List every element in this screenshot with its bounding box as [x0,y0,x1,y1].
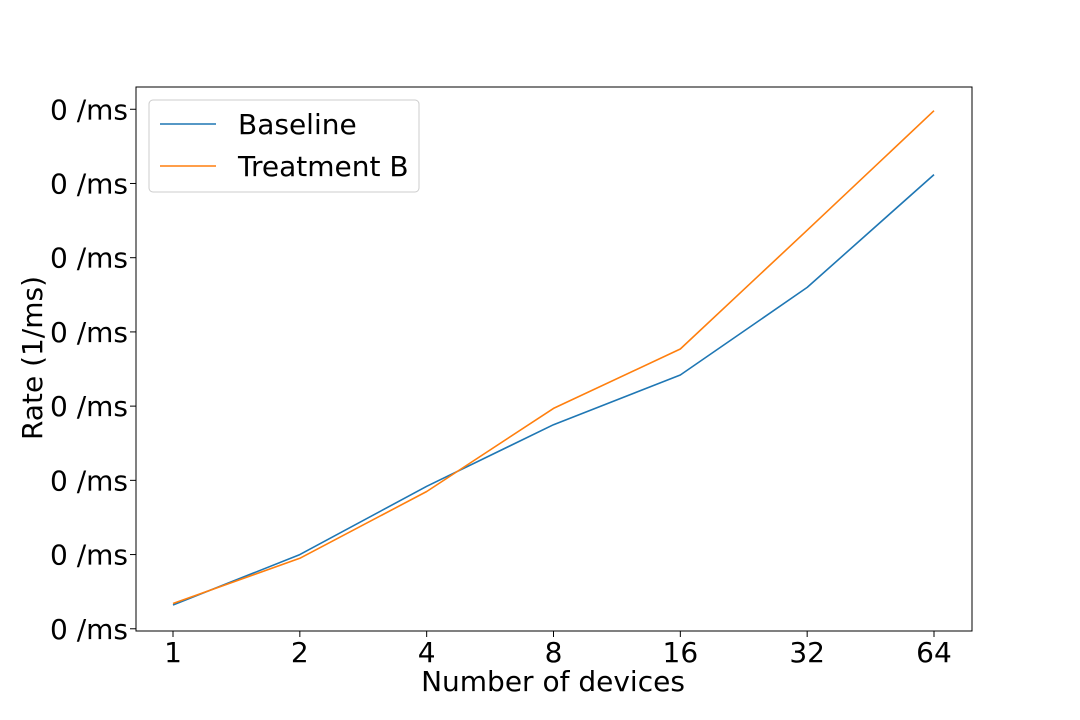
x-axis-title: Number of devices [421,665,685,698]
legend: Baseline Treatment B [148,99,420,193]
y-tick-label: 0 /ms [50,93,128,126]
legend-label: Baseline [238,108,357,141]
y-tick-label: 0 /ms [50,316,128,349]
legend-box [148,99,420,193]
y-axis: 0 /ms 0 /ms 0 /ms 0 /ms 0 /ms 0 /ms 0 /ms 0 /ms [50,93,136,646]
x-tick-label: 32 [789,636,825,669]
series-line-treatment-b [172,110,935,605]
x-tick-label: 4 [418,636,436,669]
series-lines [172,110,935,606]
y-tick-label: 0 /ms [50,464,128,497]
y-tick-label: 0 /ms [50,167,128,200]
x-tick-label: 1 [164,636,182,669]
x-axis: 1 2 4 8 16 32 64 [164,631,952,669]
y-axis-title: Rate (1/ms) [16,276,49,440]
x-tick-label: 16 [663,636,699,669]
x-tick-label: 64 [916,636,952,669]
x-tick-label: 8 [545,636,563,669]
y-tick-label: 0 /ms [50,613,128,646]
y-tick-label: 0 /ms [50,390,128,423]
x-tick-label: 2 [291,636,309,669]
series-line-baseline [172,174,935,606]
legend-label: Treatment B [237,150,409,183]
y-tick-label: 0 /ms [50,539,128,572]
y-tick-label: 0 /ms [50,242,128,275]
